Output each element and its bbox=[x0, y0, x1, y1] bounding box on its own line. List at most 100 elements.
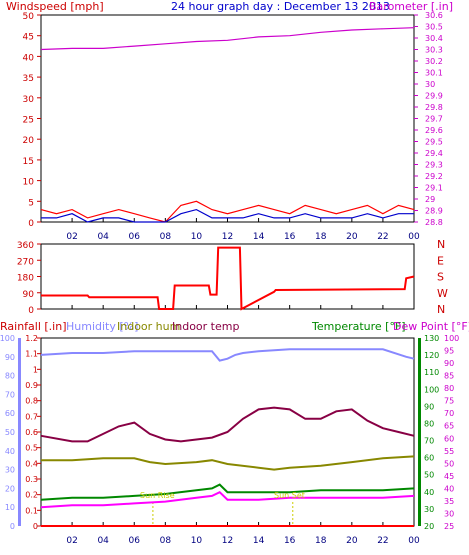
barometer-tick-label: 29.8 bbox=[425, 103, 443, 112]
x-tick-label: 04 bbox=[97, 232, 109, 242]
dewpoint-tick-label: 85 bbox=[444, 372, 454, 381]
compass-label: E bbox=[437, 254, 444, 267]
humidity-tick-label: 90 bbox=[5, 353, 15, 362]
windspeed-tick-label: 35 bbox=[23, 74, 34, 84]
x-tick-label: 14 bbox=[253, 232, 265, 242]
tick-labels: 0510152025303540455028.828.92929.129.229… bbox=[0, 11, 459, 546]
temperature-tick-label: 110 bbox=[424, 368, 439, 377]
humidity-tick-label: 80 bbox=[5, 372, 15, 381]
dewpoint-tick-label: 25 bbox=[444, 522, 454, 531]
x-tick-label: 20 bbox=[346, 536, 358, 546]
temperature-tick-label: 50 bbox=[424, 471, 434, 480]
humidity-tick-label: 100 bbox=[0, 334, 15, 343]
x-tick-label: 10 bbox=[191, 536, 203, 546]
panel3-series-line-4 bbox=[40, 490, 415, 509]
x-tick-label: 20 bbox=[346, 232, 358, 242]
barometer-tick-label: 28.8 bbox=[425, 218, 443, 227]
windspeed-tick-label: 15 bbox=[23, 157, 34, 167]
barometer-tick-label: 29.6 bbox=[425, 126, 443, 135]
windspeed-tick-label: 0 bbox=[28, 219, 34, 229]
direction-tick-label: 270 bbox=[17, 257, 34, 267]
temperature-tick-label: 130 bbox=[424, 334, 439, 343]
compass-label: N bbox=[437, 238, 445, 251]
windspeed-tick-label: 10 bbox=[23, 178, 35, 188]
windspeed-tick-label: 30 bbox=[23, 95, 35, 105]
barometer-tick-label: 28.9 bbox=[425, 207, 443, 216]
x-tick-label: 18 bbox=[315, 536, 327, 546]
windspeed-tick-label: 5 bbox=[28, 198, 34, 208]
x-tick-label: 18 bbox=[315, 232, 327, 242]
rain-tick-label: 0.5 bbox=[25, 444, 38, 453]
humidity-tick-label: 0 bbox=[10, 522, 15, 531]
temperature-tick-label: 90 bbox=[424, 402, 434, 411]
direction-series-line-0 bbox=[41, 246, 415, 311]
humidity-tick-label: 70 bbox=[5, 390, 15, 399]
direction-tick-label: 180 bbox=[17, 274, 34, 284]
indoor-hum-label: Indoor hum bbox=[117, 320, 180, 333]
dewpoint-tick-label: 60 bbox=[444, 434, 454, 443]
temperature-tick-label: 40 bbox=[424, 488, 434, 497]
x-tick-label: 22 bbox=[377, 232, 388, 242]
x-tick-label: 08 bbox=[160, 232, 172, 242]
windspeed-axis-label: Windspeed [mph] bbox=[6, 0, 104, 13]
rain-tick-label: 0.9 bbox=[25, 381, 38, 390]
rain-tick-label: 0.2 bbox=[25, 491, 38, 500]
humidity-tick-label: 10 bbox=[5, 503, 15, 512]
x-tick-label: 12 bbox=[222, 536, 233, 546]
temperature-tick-label: 80 bbox=[424, 419, 434, 428]
indoor-temp-label: Indoor temp bbox=[172, 320, 239, 333]
windspeed-tick-label: 25 bbox=[23, 116, 34, 126]
x-tick-label: 00 bbox=[408, 232, 420, 242]
dewpoint-tick-label: 90 bbox=[444, 359, 454, 368]
x-tick-label: 12 bbox=[222, 232, 233, 242]
axis-labels: Windspeed [mph] 24 hour graph day : Dece… bbox=[0, 0, 469, 500]
sunrise-label: Sun Rise bbox=[140, 491, 175, 500]
x-tick-label: 02 bbox=[66, 536, 77, 546]
temperature-tick-label: 100 bbox=[424, 385, 439, 394]
dewpoint-tick-label: 55 bbox=[444, 447, 454, 456]
rain-tick-label: 0.8 bbox=[25, 397, 38, 406]
barometer-tick-label: 30.2 bbox=[425, 57, 443, 66]
dewpoint-tick-label: 65 bbox=[444, 422, 454, 431]
direction-tick-label: 90 bbox=[23, 290, 35, 300]
panel1-series-line-2 bbox=[41, 208, 414, 223]
dewpoint-tick-label: 45 bbox=[444, 472, 454, 481]
barometer-tick-label: 29 bbox=[425, 195, 435, 204]
barometer-tick-label: 30.5 bbox=[425, 23, 443, 32]
temperature-tick-label: 70 bbox=[424, 437, 434, 446]
barometer-tick-label: 29.5 bbox=[425, 138, 443, 147]
direction-tick-label: 0 bbox=[28, 306, 34, 316]
rain-tick-label: 0.1 bbox=[25, 506, 38, 515]
barometer-tick-label: 29.9 bbox=[425, 92, 443, 101]
sunset-label: Sun Set bbox=[274, 491, 305, 500]
temperature-tick-label: 20 bbox=[424, 522, 434, 531]
windspeed-tick-label: 50 bbox=[23, 12, 35, 22]
rain-tick-label: 0.6 bbox=[25, 428, 38, 437]
temperature-tick-label: 120 bbox=[424, 351, 439, 360]
panel3-series-line-2 bbox=[41, 455, 415, 471]
panel3-series-line-3 bbox=[40, 483, 415, 501]
barometer-tick-label: 30.4 bbox=[425, 34, 443, 43]
windspeed-tick-label: 20 bbox=[23, 136, 35, 146]
dewpoint-tick-label: 40 bbox=[444, 484, 454, 493]
series-lines bbox=[40, 27, 415, 527]
panel3-series-line-0 bbox=[40, 348, 415, 362]
humidity-tick-label: 20 bbox=[5, 484, 15, 493]
barometer-tick-label: 29.1 bbox=[425, 184, 443, 193]
rain-tick-label: 0.3 bbox=[25, 475, 38, 484]
dewpoint-tick-label: 95 bbox=[444, 347, 454, 356]
humidity-tick-label: 40 bbox=[5, 447, 15, 456]
windspeed-tick-label: 40 bbox=[23, 53, 35, 63]
rain-tick-label: 0.4 bbox=[25, 459, 38, 468]
barometer-tick-label: 30.6 bbox=[425, 11, 443, 20]
x-tick-label: 16 bbox=[284, 232, 296, 242]
rain-tick-label: 1 bbox=[33, 365, 38, 374]
temperature-label: Temperature [°F] bbox=[311, 320, 406, 333]
x-tick-label: 14 bbox=[253, 536, 265, 546]
humidity-tick-label: 30 bbox=[5, 466, 15, 475]
dewpoint-tick-label: 75 bbox=[444, 397, 454, 406]
temperature-tick-label: 60 bbox=[424, 454, 434, 463]
dewpoint-tick-label: 80 bbox=[444, 384, 454, 393]
